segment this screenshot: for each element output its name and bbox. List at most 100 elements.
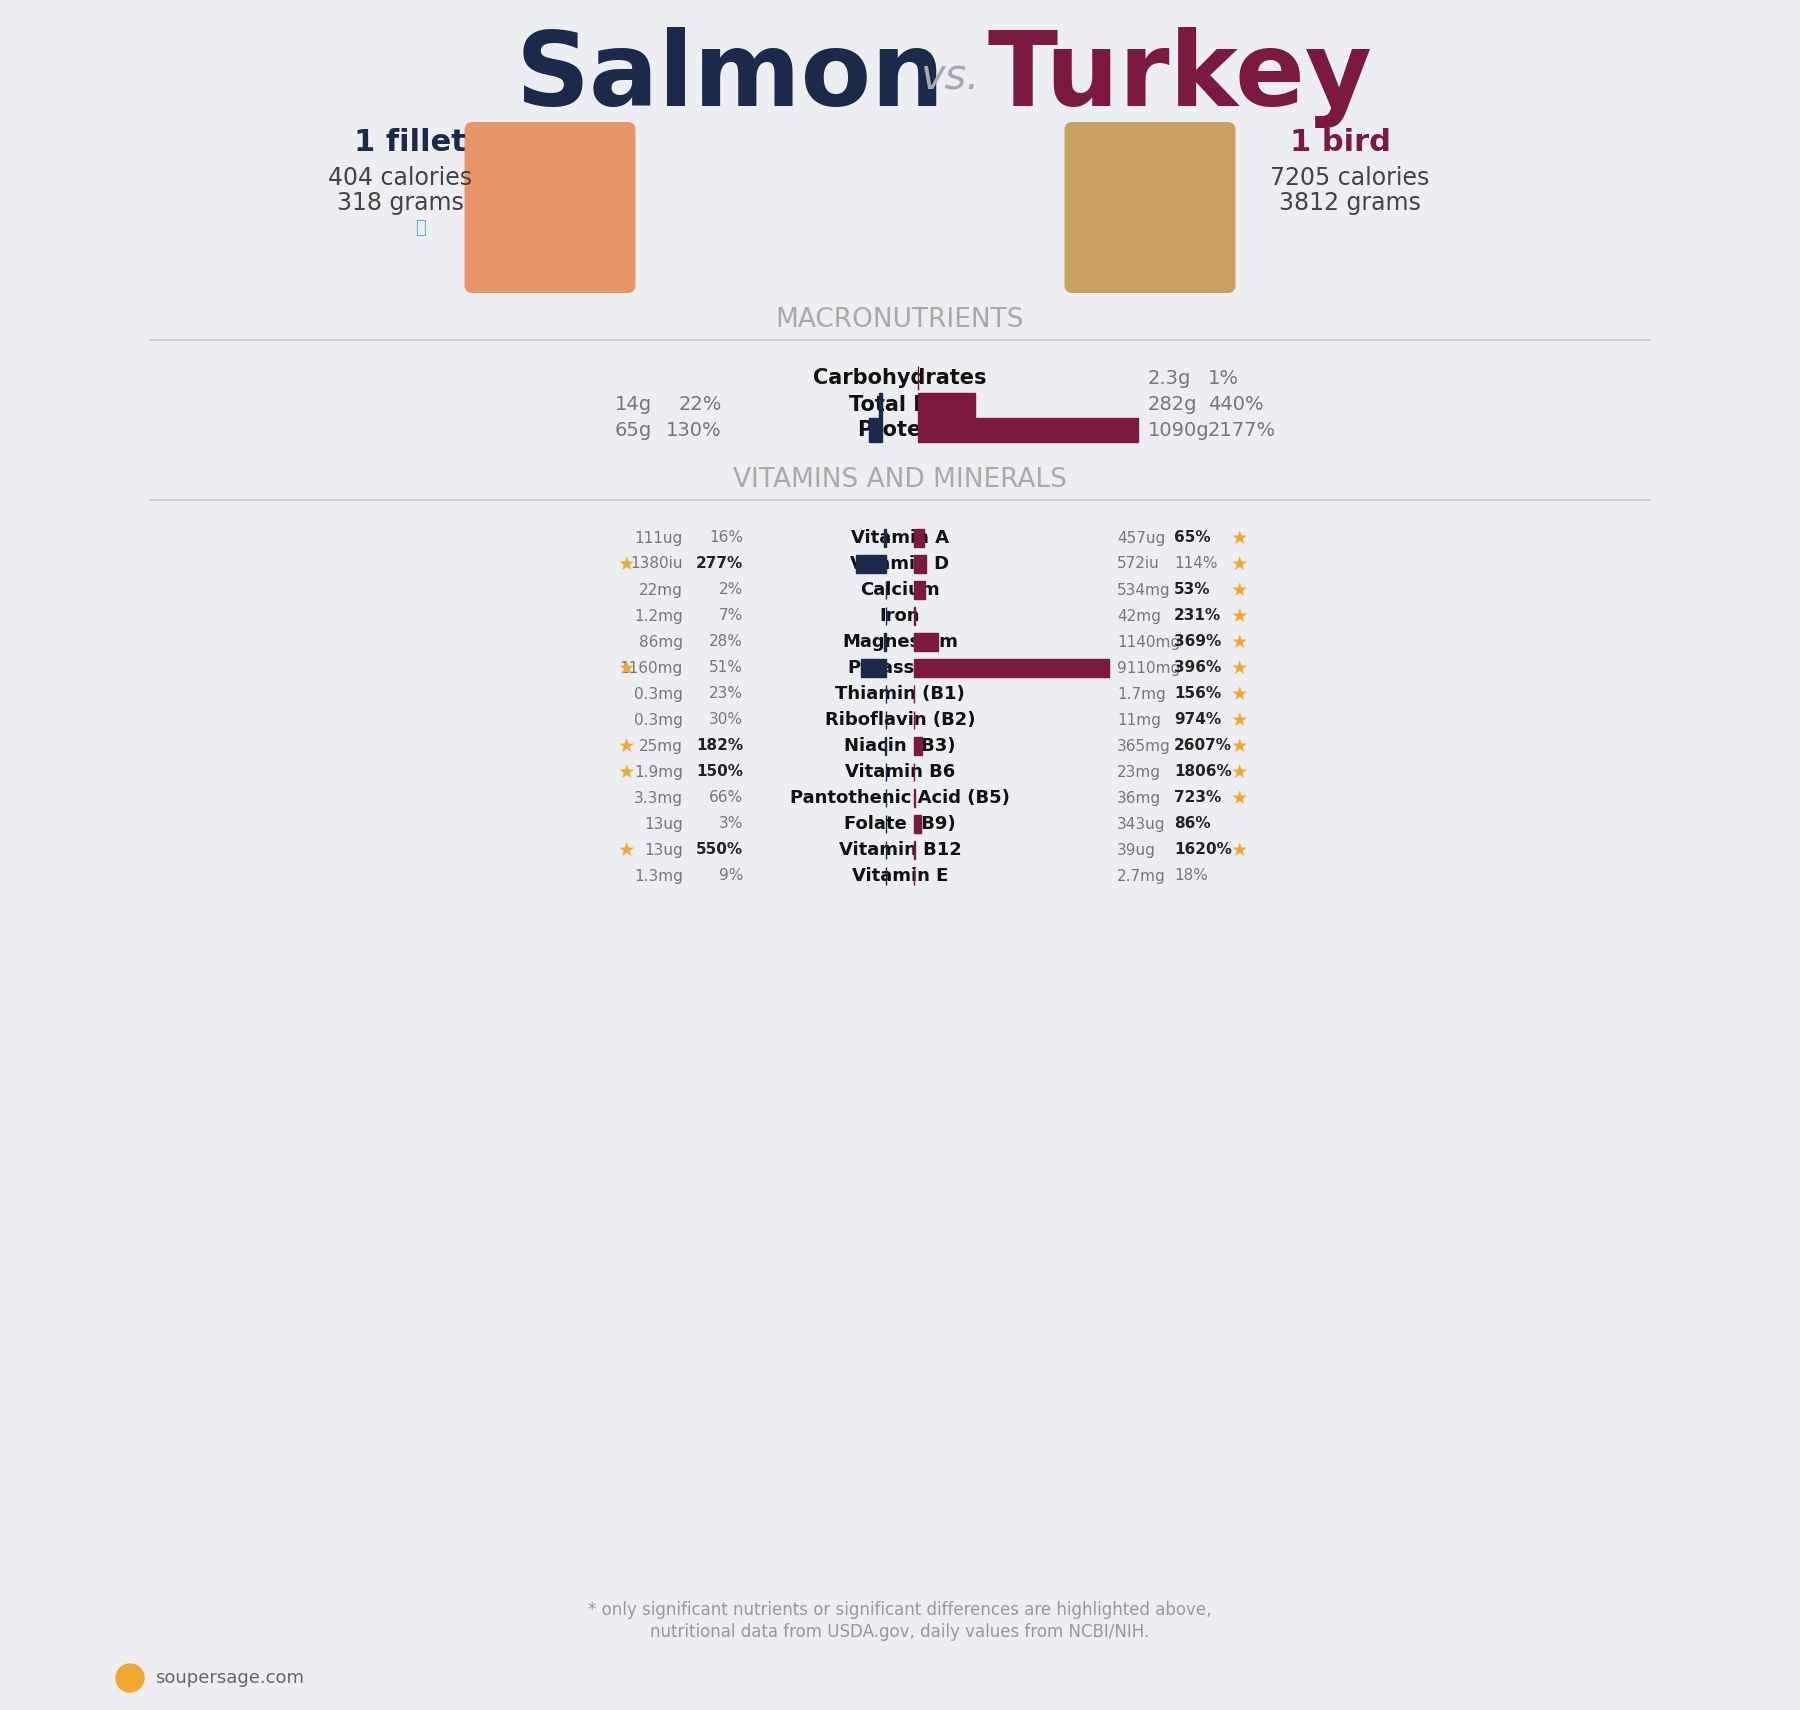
Text: 1090g: 1090g: [1148, 421, 1210, 439]
Bar: [918, 393, 976, 417]
Text: 114%: 114%: [1174, 556, 1217, 571]
Text: 65%: 65%: [1174, 530, 1211, 545]
Text: 3%: 3%: [718, 816, 743, 831]
Text: 2.7mg: 2.7mg: [1118, 869, 1166, 884]
Text: 1.7mg: 1.7mg: [1118, 686, 1166, 701]
Text: 1620%: 1620%: [1174, 843, 1231, 857]
Text: 1.9mg: 1.9mg: [634, 764, 682, 780]
Text: Folate (B9): Folate (B9): [844, 816, 956, 833]
Text: 365mg: 365mg: [1118, 739, 1170, 754]
Text: 28%: 28%: [709, 634, 743, 650]
Text: 86%: 86%: [1174, 816, 1211, 831]
Text: 130%: 130%: [666, 421, 722, 439]
Bar: [914, 816, 922, 833]
Text: Potassium: Potassium: [848, 658, 952, 677]
Text: 723%: 723%: [1174, 790, 1220, 805]
FancyBboxPatch shape: [1064, 121, 1235, 292]
Text: ★: ★: [1229, 528, 1247, 547]
Text: ★: ★: [1229, 580, 1247, 600]
Text: ★: ★: [1229, 633, 1247, 652]
Text: ★: ★: [1229, 737, 1247, 756]
Text: Niacin (B3): Niacin (B3): [844, 737, 956, 756]
Text: 1.3mg: 1.3mg: [634, 869, 682, 884]
Text: ★: ★: [1229, 788, 1247, 807]
Text: 53%: 53%: [1174, 583, 1210, 597]
Bar: [884, 633, 886, 652]
Text: 1 fillet: 1 fillet: [355, 128, 466, 157]
Text: 13ug: 13ug: [644, 816, 682, 831]
Bar: [914, 581, 925, 598]
Text: 318 grams: 318 grams: [337, 192, 463, 215]
Text: Turkey: Turkey: [988, 27, 1372, 128]
Text: 1 bird: 1 bird: [1289, 128, 1390, 157]
Text: ★: ★: [617, 658, 635, 677]
Text: 7%: 7%: [718, 609, 743, 624]
Text: 30%: 30%: [709, 713, 743, 727]
Bar: [914, 528, 923, 547]
Text: Iron: Iron: [880, 607, 920, 624]
Bar: [878, 393, 882, 417]
Text: Vitamin B6: Vitamin B6: [844, 763, 956, 781]
Bar: [918, 417, 1138, 441]
Text: 1140mg: 1140mg: [1118, 634, 1181, 650]
Text: 1806%: 1806%: [1174, 764, 1231, 780]
Text: Riboflavin (B2): Riboflavin (B2): [824, 711, 976, 728]
Text: ★: ★: [617, 554, 635, 573]
Text: 86mg: 86mg: [639, 634, 682, 650]
Text: ★: ★: [617, 737, 635, 756]
Text: ★: ★: [1229, 554, 1247, 573]
Text: 150%: 150%: [697, 764, 743, 780]
Text: Vitamin B12: Vitamin B12: [839, 841, 961, 858]
Text: 66%: 66%: [709, 790, 743, 805]
Text: 7205 calories: 7205 calories: [1271, 166, 1429, 190]
Text: 14g: 14g: [616, 395, 652, 414]
Text: nutritional data from USDA.gov, daily values from NCBI/NIH.: nutritional data from USDA.gov, daily va…: [650, 1623, 1150, 1642]
Text: ★: ★: [617, 841, 635, 860]
Text: ★: ★: [617, 763, 635, 781]
Text: 0.3mg: 0.3mg: [634, 686, 682, 701]
Text: 3.3mg: 3.3mg: [634, 790, 682, 805]
Text: MACRONUTRIENTS: MACRONUTRIENTS: [776, 308, 1024, 333]
Text: 23%: 23%: [709, 686, 743, 701]
Bar: [914, 658, 1109, 677]
Text: Vitamin A: Vitamin A: [851, 528, 949, 547]
FancyBboxPatch shape: [464, 121, 635, 292]
Text: 9110mg: 9110mg: [1118, 660, 1181, 675]
Text: Magnesium: Magnesium: [842, 633, 958, 652]
Text: 1160mg: 1160mg: [619, 660, 682, 675]
Text: 25mg: 25mg: [639, 739, 682, 754]
Text: 39ug: 39ug: [1118, 843, 1156, 857]
Text: 22%: 22%: [679, 395, 722, 414]
Text: Carbohydrates: Carbohydrates: [814, 368, 986, 388]
Text: Vitamin E: Vitamin E: [851, 867, 949, 886]
Text: 457ug: 457ug: [1118, 530, 1165, 545]
Bar: [914, 737, 922, 756]
Text: 23mg: 23mg: [1118, 764, 1161, 780]
Text: 111ug: 111ug: [635, 530, 682, 545]
Text: 156%: 156%: [1174, 686, 1220, 701]
Text: VITAMINS AND MINERALS: VITAMINS AND MINERALS: [733, 467, 1067, 492]
Text: 2177%: 2177%: [1208, 421, 1276, 439]
Bar: [857, 556, 886, 573]
Text: 16%: 16%: [709, 530, 743, 545]
Text: 182%: 182%: [697, 739, 743, 754]
Text: 369%: 369%: [1174, 634, 1220, 650]
Text: 550%: 550%: [697, 843, 743, 857]
Text: soupersage.com: soupersage.com: [155, 1669, 304, 1688]
Text: Protein: Protein: [857, 421, 943, 439]
Text: * only significant nutrients or significant differences are highlighted above,: * only significant nutrients or signific…: [589, 1601, 1211, 1619]
Text: 231%: 231%: [1174, 609, 1220, 624]
Bar: [884, 528, 886, 547]
Text: 396%: 396%: [1174, 660, 1220, 675]
Text: 18%: 18%: [1174, 869, 1208, 884]
Text: 11mg: 11mg: [1118, 713, 1161, 727]
Bar: [860, 658, 886, 677]
Text: Pantothenic Acid (B5): Pantothenic Acid (B5): [790, 788, 1010, 807]
Text: 277%: 277%: [697, 556, 743, 571]
Text: 1%: 1%: [1208, 368, 1238, 388]
Text: 572iu: 572iu: [1118, 556, 1159, 571]
Text: 65g: 65g: [616, 421, 652, 439]
Text: 42mg: 42mg: [1118, 609, 1161, 624]
Text: ★: ★: [1229, 763, 1247, 781]
Bar: [914, 556, 927, 573]
